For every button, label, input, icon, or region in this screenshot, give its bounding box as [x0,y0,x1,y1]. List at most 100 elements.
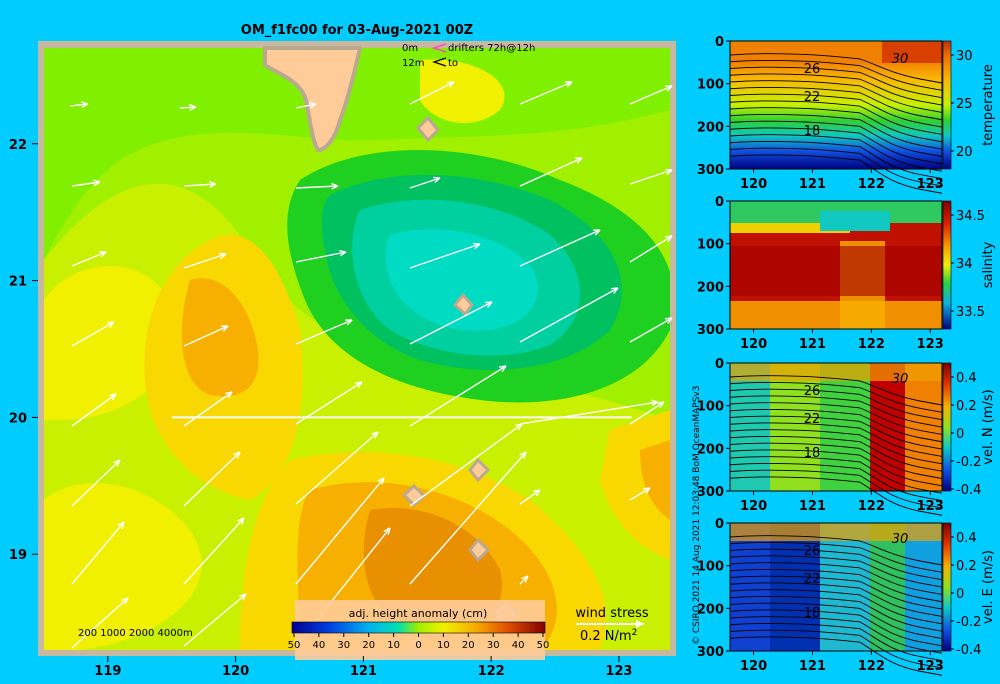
panel-x-tick-label: 120 [740,337,767,352]
wind-vector-head [515,423,523,431]
panel-x-tick-label: 121 [799,499,826,514]
wind-vector [519,229,601,267]
contour-line [729,456,943,494]
panel-colorbar-tick-label: -0.4 [956,643,981,658]
islet-5 [468,537,491,563]
map-x-tick-label: 122 [478,664,505,679]
wind-vector-head [209,181,217,188]
wind-vector-head [564,81,573,88]
wind-vector-head [354,381,363,389]
wind-vector [409,177,441,189]
contour-line [729,93,943,128]
wind-vector [183,325,229,347]
wind-vector-head [233,451,241,459]
panel-y-tick-label: 200 [697,602,724,617]
wind-vector [295,319,353,345]
contour-label: 30 [892,532,909,547]
panel-y-tick-label: 0 [715,35,724,50]
contour-line [729,388,943,421]
contour-line [729,107,943,143]
panel-y-tick-label: 100 [697,560,724,575]
panel-x-tick-label: 122 [858,177,885,192]
map-axes: 119 120 121 122 123 19 20 21 22 [9,138,633,679]
contour-label: 22 [804,412,821,427]
panel-colorbar [942,200,952,330]
panel-colorbar-tick-label: -0.2 [956,615,981,630]
wind-vector [179,106,197,109]
panel-colorbar-tick-label: 0.2 [956,399,977,414]
wind-vector-head [664,235,673,243]
panel-colorbar [942,522,952,652]
panel-y-tick-label: 100 [697,400,724,415]
panel-x-tick-label: 121 [799,177,826,192]
panel-y-tick-label: 200 [697,280,724,295]
map-x-tick-label: 123 [605,664,632,679]
panel-y-tick-label: 200 [697,442,724,457]
wind-stress-legend: wind stress 0.2 N/m2 [575,606,649,644]
panel-field [729,41,943,194]
wind-vector [409,451,527,585]
contour-line [729,154,943,194]
drifter-pink-icon [431,43,447,53]
wind-vector-head [189,104,197,111]
panel-x-tick-label: 123 [917,499,944,514]
height-anomaly-field [44,48,670,650]
wind-vector [295,477,385,585]
wind-vector-head [220,325,229,332]
main-map: OM_f1fc00 for 03-Aug-2021 00Z 0m 12m dri… [9,23,676,679]
height-colorbar: adj. height anomaly (cm) 50 40 30 20 10 0 10 20… [288,600,549,660]
colorbar-tick-label: 40 [313,640,326,651]
contour-line [729,422,943,457]
wind-vector [183,253,227,269]
panel-colorbar-tick-label: 25 [956,97,973,112]
contour-line [729,53,943,84]
wind-vector-head [664,317,673,324]
wind-vector-head [121,597,129,605]
contour-label: 26 [804,544,821,559]
contour-label: 26 [804,384,821,399]
wind-vector-head [519,451,527,459]
panel-colorbar-tick-label: 33.5 [956,305,985,320]
contour-line [729,616,943,654]
panel-x-tick-label: 121 [799,659,826,674]
wind-vector-head [521,575,529,583]
wind-vector-head [377,477,385,485]
wind-vector-head [664,85,673,92]
wind-vector-head [574,157,583,164]
wind-vector-head [98,251,107,258]
contour-line [729,589,943,625]
contour-line [729,147,943,187]
contour-line [729,73,943,106]
contour-line [729,442,943,479]
drifter-depth-12: 12m [402,58,424,69]
panel-frame [729,522,943,652]
contour-label: 22 [804,572,821,587]
wind-vector [409,365,507,427]
wind-vector-head [610,287,619,294]
contour-line [729,86,943,121]
panel-field [729,523,943,676]
panel-y-tick-label: 100 [697,78,724,93]
colorbar-tick-label: 50 [288,640,301,651]
wind-vector-head [309,101,317,109]
wind-vector [183,593,247,647]
contour-line [729,629,943,669]
panel-colorbar-tick-label: -0.2 [956,455,981,470]
panel-colorbar-tick-label: 34 [956,257,973,272]
islet-2 [452,292,474,317]
wind-vector [183,183,217,187]
colorbar-tick-label: 20 [362,640,375,651]
panel-field [729,363,943,516]
wind-vector [409,423,523,507]
contour-line [729,562,943,595]
contour-line [729,582,943,617]
panel-x-tick-label: 122 [858,337,885,352]
colorbar-tick-label: 10 [437,640,450,651]
wind-vector-head [113,459,121,467]
contour-line [729,134,943,172]
wind-vector [295,185,339,189]
wind-vector [629,235,673,263]
contour-line [729,568,943,603]
wind-vector-head [371,431,379,439]
